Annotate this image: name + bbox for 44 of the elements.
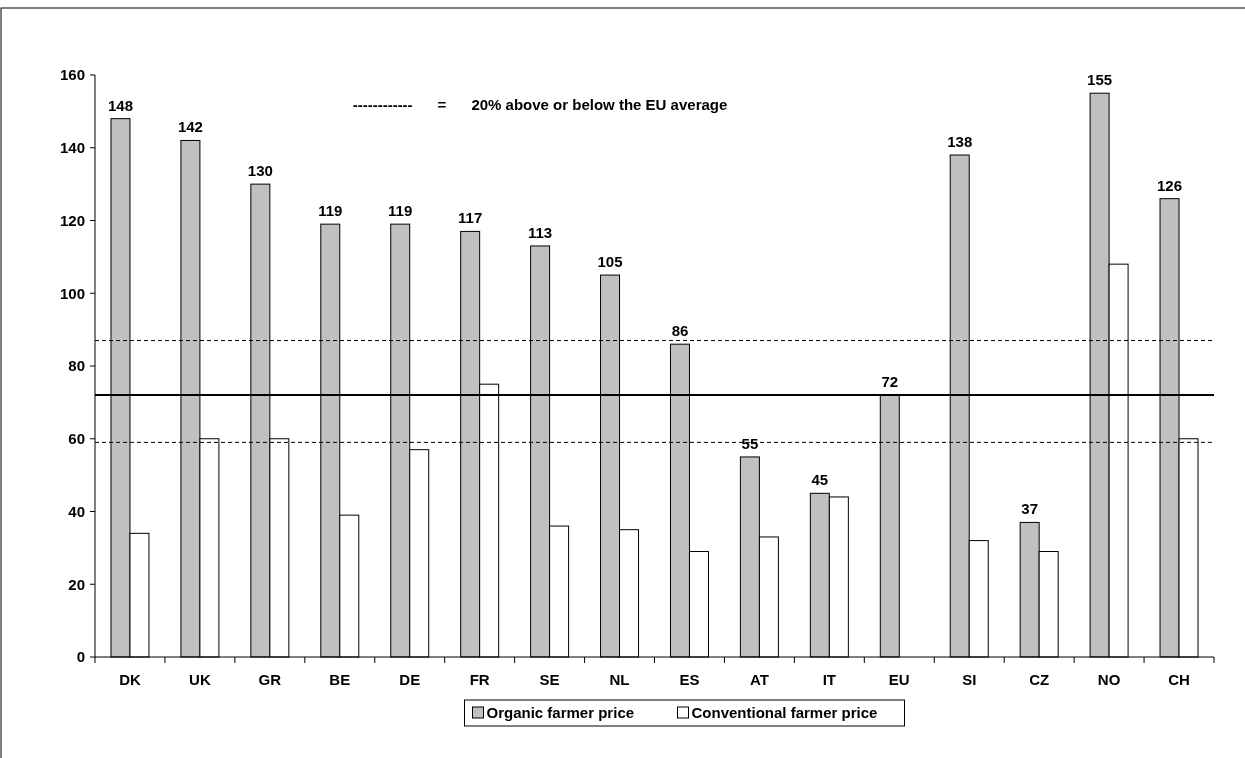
data-label: 45	[811, 471, 829, 489]
x-tick-label: SI	[962, 671, 977, 688]
y-tick-label: 20	[68, 575, 85, 593]
data-label: 37	[1021, 500, 1038, 518]
x-tick-label: UK	[189, 671, 211, 688]
y-tick-label: 140	[59, 139, 85, 156]
x-tick-label: ES	[679, 671, 700, 688]
data-label: 86	[671, 322, 689, 340]
x-tick-label: GR	[258, 671, 282, 688]
x-tick-label: DE	[399, 671, 421, 688]
x-tick-label: NO	[1097, 671, 1121, 688]
x-tick-label: SE	[539, 671, 560, 688]
x-tick-label: DK	[119, 671, 141, 688]
x-tick-label: NL	[609, 671, 630, 688]
x-tick-label: AT	[749, 671, 769, 688]
data-label: 126	[1157, 176, 1183, 194]
y-tick-label: 80	[68, 357, 85, 375]
x-tick-label: CZ	[1029, 671, 1050, 688]
data-label: 72	[881, 373, 899, 391]
data-label: 113	[527, 223, 553, 241]
data-label: 155	[1087, 71, 1113, 89]
x-tick-label: BE	[329, 671, 351, 688]
y-tick-label: 40	[68, 502, 85, 520]
x-tick-label: IT	[822, 671, 837, 688]
legend-label: Conventional farmer price	[691, 704, 878, 721]
y-tick-label: 60	[68, 430, 85, 447]
x-tick-label: FR	[469, 671, 490, 688]
data-label: 117	[458, 209, 483, 227]
data-label: 130	[247, 162, 273, 180]
y-tick-label: 0	[76, 648, 85, 666]
data-label: 142	[177, 118, 203, 136]
data-label: 138	[947, 133, 973, 151]
annotation: ------------ = 20% above or below the EU average	[352, 96, 728, 113]
data-label: 119	[388, 202, 413, 220]
y-tick-label: 100	[59, 284, 85, 302]
y-tick-label: 160	[59, 66, 85, 84]
data-label: 105	[597, 253, 623, 271]
data-label: 148	[107, 96, 133, 114]
legend-label: Organic farmer price	[486, 704, 635, 721]
x-tick-label: EU	[888, 671, 910, 688]
data-label: 119	[318, 202, 343, 220]
data-label: 55	[741, 434, 759, 452]
y-tick-label: 120	[59, 211, 85, 229]
x-tick-label: CH	[1168, 671, 1190, 688]
